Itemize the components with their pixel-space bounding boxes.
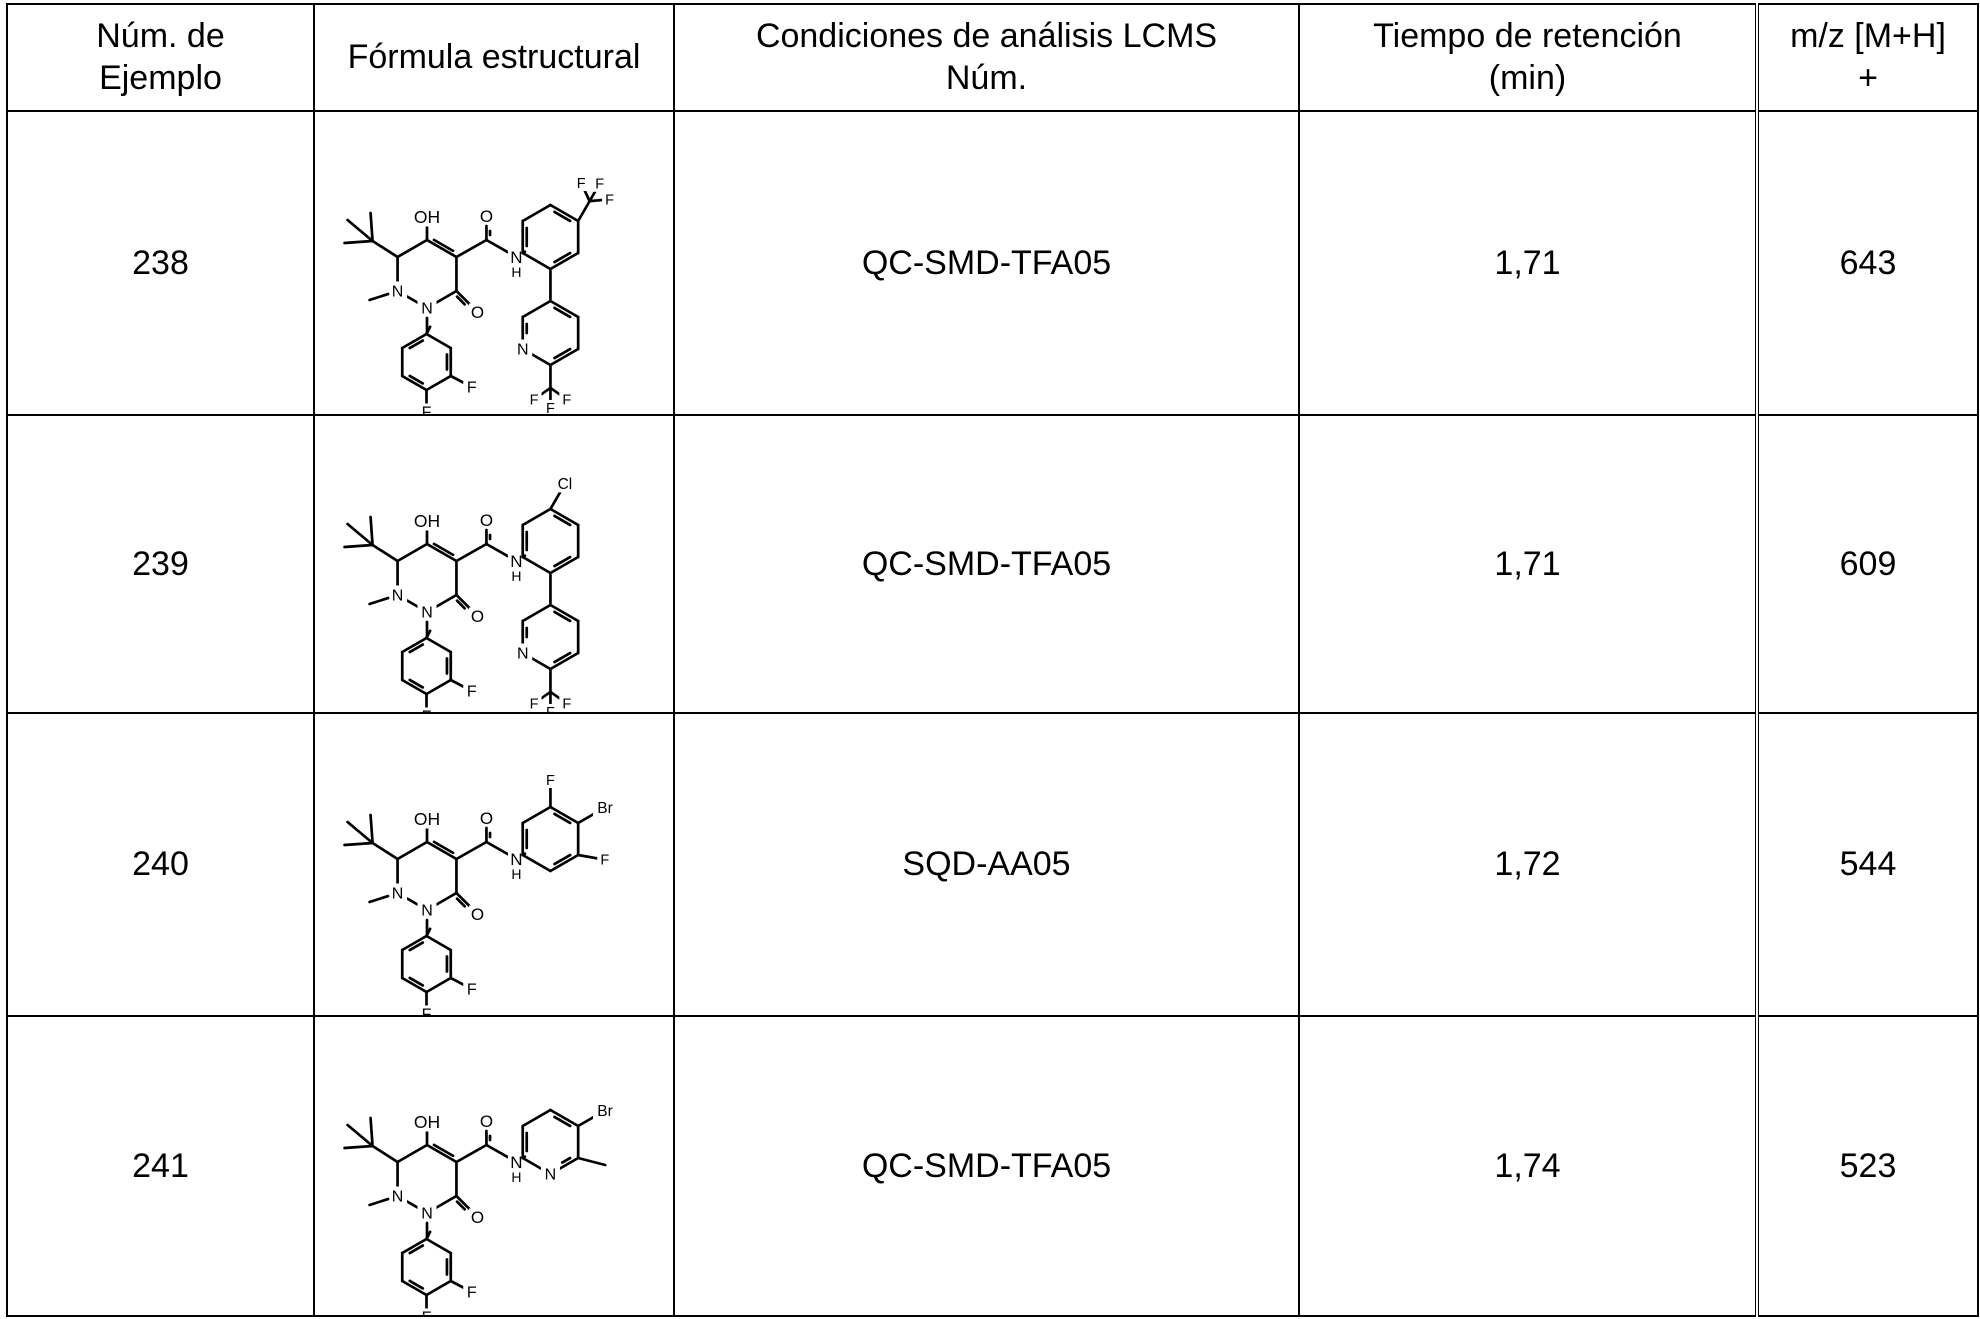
svg-text:H: H: [511, 264, 521, 280]
svg-text:F: F: [562, 696, 571, 712]
svg-text:F: F: [530, 392, 539, 408]
svg-text:OH: OH: [414, 809, 440, 829]
svg-text:F: F: [605, 192, 614, 208]
svg-text:O: O: [480, 1112, 493, 1131]
svg-text:F: F: [546, 401, 555, 414]
svg-text:OH: OH: [414, 207, 440, 227]
svg-text:N: N: [421, 604, 433, 621]
svg-text:O: O: [471, 607, 484, 626]
svg-text:Cl: Cl: [558, 476, 573, 493]
svg-text:F: F: [577, 176, 586, 192]
svg-text:O: O: [471, 905, 484, 924]
svg-text:F: F: [530, 696, 539, 712]
svg-text:Br: Br: [597, 1103, 613, 1120]
svg-text:N: N: [392, 885, 404, 902]
svg-text:F: F: [562, 392, 571, 408]
svg-text:O: O: [480, 511, 493, 530]
svg-text:O: O: [471, 303, 484, 322]
svg-text:O: O: [480, 809, 493, 828]
svg-text:F: F: [422, 1309, 432, 1315]
svg-text:F: F: [546, 773, 555, 789]
svg-text:F: F: [467, 379, 477, 396]
svg-text:F: F: [467, 981, 477, 998]
svg-text:H: H: [511, 1169, 521, 1185]
svg-text:N: N: [392, 587, 404, 604]
svg-text:F: F: [422, 404, 432, 414]
svg-text:N: N: [545, 1166, 557, 1183]
svg-text:F: F: [595, 177, 604, 193]
svg-text:F: F: [422, 708, 432, 712]
svg-text:O: O: [480, 207, 493, 226]
svg-text:F: F: [600, 853, 609, 869]
svg-text:N: N: [517, 645, 529, 662]
svg-text:N: N: [421, 902, 433, 919]
svg-text:Br: Br: [597, 800, 613, 817]
svg-text:O: O: [471, 1208, 484, 1227]
svg-text:F: F: [467, 1284, 477, 1301]
svg-text:N: N: [392, 1188, 404, 1205]
svg-text:N: N: [421, 300, 433, 317]
svg-text:H: H: [511, 866, 521, 882]
svg-text:OH: OH: [414, 1112, 440, 1132]
svg-text:OH: OH: [414, 511, 440, 531]
svg-text:N: N: [421, 1205, 433, 1222]
svg-text:N: N: [517, 341, 529, 358]
svg-text:F: F: [467, 683, 477, 700]
svg-text:H: H: [511, 568, 521, 584]
svg-text:F: F: [546, 705, 555, 712]
svg-text:N: N: [392, 283, 404, 300]
svg-text:F: F: [422, 1006, 432, 1015]
